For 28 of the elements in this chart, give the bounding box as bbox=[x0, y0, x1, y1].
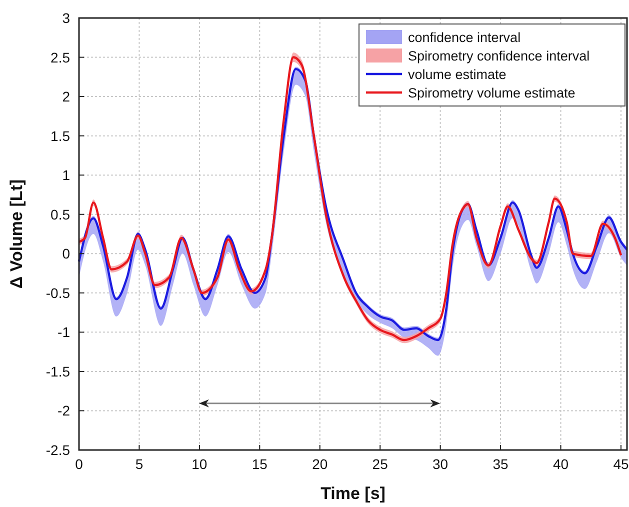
y-tick-label: 0 bbox=[62, 246, 70, 262]
y-axis-title: Δ Volume [Lt] bbox=[7, 179, 26, 289]
x-tick-label: 5 bbox=[135, 456, 144, 472]
x-tick-label: 25 bbox=[372, 456, 388, 472]
y-tick-label: -1.5 bbox=[46, 363, 70, 380]
y-tick-label: 0.5 bbox=[50, 206, 70, 222]
y-tick-label: 1 bbox=[62, 167, 70, 184]
annotation: Spirometry confidence interval bbox=[408, 48, 590, 64]
x-tick-label: 30 bbox=[432, 456, 448, 472]
x-axis-title: Time [s] bbox=[320, 484, 386, 503]
y-tick-label: 1.5 bbox=[50, 128, 70, 144]
y-tick-label: 3 bbox=[62, 10, 70, 26]
x-tick-label: 45 bbox=[613, 456, 629, 472]
y-tick-label: -2.5 bbox=[46, 442, 70, 458]
y-tick-label: 2.5 bbox=[50, 49, 70, 66]
x-tick-label: 40 bbox=[552, 456, 569, 472]
y-tick-label: -1 bbox=[58, 324, 70, 340]
x-tick-label: 10 bbox=[192, 456, 208, 472]
x-tick-label: 0 bbox=[75, 456, 84, 472]
y-tick-label: -0.5 bbox=[46, 284, 70, 301]
x-tick-label: 15 bbox=[252, 456, 268, 472]
legend-label: Spirometry volume estimate bbox=[408, 86, 576, 100]
x-tick-label: 35 bbox=[492, 456, 509, 472]
legend-label: volume estimate bbox=[408, 67, 506, 82]
y-tick-label: 2 bbox=[62, 88, 70, 105]
y-tick-label: -2 bbox=[58, 402, 70, 419]
annotation: confidence interval bbox=[408, 30, 521, 45]
x-tick-label: 20 bbox=[312, 456, 328, 472]
